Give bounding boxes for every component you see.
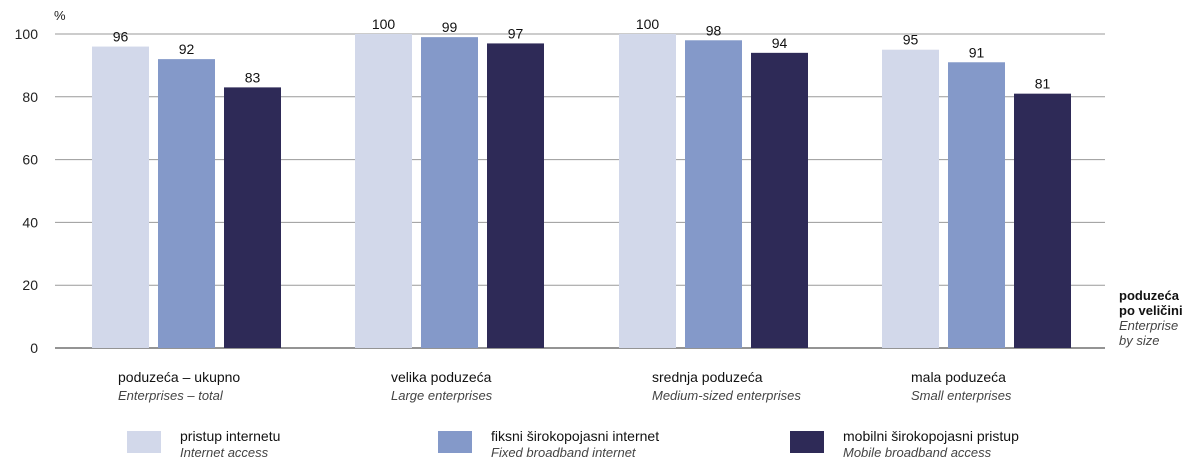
- bar: [421, 37, 478, 348]
- category-sublabel: Small enterprises: [911, 388, 1012, 403]
- y-tick-label: 80: [22, 89, 38, 105]
- bar: [619, 34, 676, 348]
- legend-swatch: [127, 431, 161, 453]
- category-label: mala poduzeća: [911, 369, 1006, 385]
- bars: 96 92 83 100 99 97 100 98 94 95 91 81: [92, 16, 1071, 349]
- data-label: 98: [706, 22, 722, 38]
- legend-label: mobilni širokopojasni pristup: [843, 428, 1019, 444]
- y-tick-label: 0: [30, 340, 38, 356]
- x-axis-sublabel-line: Enterprise: [1119, 318, 1178, 333]
- category-label: velika poduzeća: [391, 369, 492, 385]
- y-tick-label: 100: [15, 26, 39, 42]
- legend-swatch: [438, 431, 472, 453]
- x-axis-sublabel-line: by size: [1119, 333, 1159, 348]
- data-label: 83: [245, 69, 261, 85]
- data-label: 100: [636, 16, 660, 32]
- category-labels: poduzeća – ukupno Enterprises – total veli…: [118, 369, 1012, 403]
- y-tick-label: 40: [22, 214, 38, 230]
- data-label: 91: [969, 44, 985, 60]
- y-axis-unit: %: [54, 8, 66, 23]
- x-axis-label-line: po veličini: [1119, 303, 1183, 318]
- data-label: 95: [903, 32, 919, 48]
- data-label: 99: [442, 19, 458, 35]
- x-axis-label-line: poduzeća: [1119, 288, 1180, 303]
- category-sublabel: Medium-sized enterprises: [652, 388, 801, 403]
- legend-swatch: [790, 431, 824, 453]
- legend-sublabel: Internet access: [180, 445, 269, 459]
- category-label: poduzeća – ukupno: [118, 369, 240, 385]
- bar: [487, 43, 544, 349]
- bar: [882, 49, 939, 348]
- data-label: 94: [772, 35, 788, 51]
- legend-sublabel: Mobile broadband access: [843, 445, 992, 459]
- data-label: 97: [508, 25, 524, 41]
- data-label: 96: [113, 29, 129, 45]
- bar: [92, 46, 149, 349]
- legend-label: fiksni širokopojasni internet: [491, 428, 659, 444]
- data-label: 81: [1035, 76, 1051, 92]
- category-label: srednja poduzeća: [652, 369, 763, 385]
- bar: [1014, 93, 1071, 348]
- y-tick-label: 60: [22, 152, 38, 168]
- legend-label: pristup internetu: [180, 428, 280, 444]
- category-sublabel: Enterprises – total: [118, 388, 224, 403]
- bar: [224, 87, 281, 348]
- y-tick-label: 20: [22, 277, 38, 293]
- bar: [685, 40, 742, 348]
- bar: [751, 52, 808, 349]
- bar: [948, 62, 1005, 348]
- data-label: 100: [372, 16, 396, 32]
- category-sublabel: Large enterprises: [391, 388, 493, 403]
- bar: [355, 34, 412, 348]
- bar: [158, 59, 215, 349]
- data-label: 92: [179, 41, 195, 57]
- legend-sublabel: Fixed broadband internet: [491, 445, 637, 459]
